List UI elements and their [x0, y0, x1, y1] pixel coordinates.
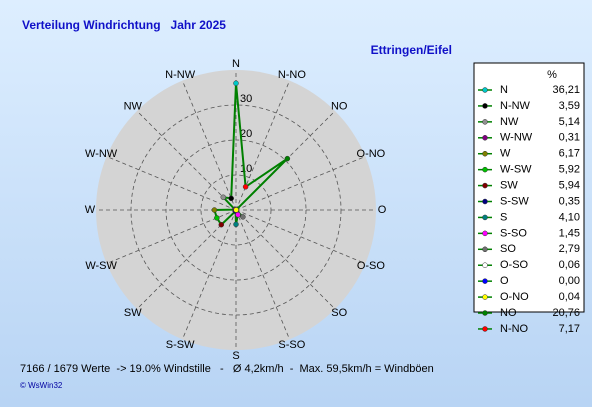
wind-point [228, 195, 234, 202]
legend-name: W-SW [500, 164, 532, 176]
legend-marker [482, 214, 488, 221]
legend-unit: % [547, 69, 557, 81]
direction-label: N-NW [165, 69, 196, 81]
wind-point [218, 221, 225, 228]
legend-value: 6,17 [559, 148, 580, 160]
chart-subtitle: Ettringen/Eifel [371, 43, 452, 57]
r-tick-label: 10 [240, 163, 252, 175]
direction-label: S-SW [166, 339, 195, 351]
credit: © WsWin32 [20, 381, 63, 390]
direction-label: W-SW [85, 260, 117, 272]
legend-name: N-NW [500, 100, 531, 112]
legend-value: 5,14 [559, 116, 580, 128]
legend-name: N-NO [500, 323, 529, 335]
direction-label: NW [124, 101, 143, 113]
direction-label: O [378, 204, 387, 216]
legend-value: 20,76 [552, 307, 580, 319]
direction-label: S [232, 350, 239, 362]
wind-point [233, 80, 239, 87]
legend-marker [482, 87, 488, 93]
legend-value: 0,00 [559, 275, 580, 287]
legend-name: O [500, 275, 509, 287]
legend-value: 2,79 [559, 243, 580, 255]
r-tick-label: 30 [240, 93, 252, 105]
legend-name: N [500, 84, 508, 96]
legend-value: 0,35 [559, 195, 580, 207]
legend-value: 7,17 [559, 323, 580, 335]
legend-name: NO [500, 307, 517, 319]
legend-marker [482, 278, 488, 284]
legend-name: SW [500, 179, 518, 191]
wind-point [220, 194, 227, 201]
legend-value: 5,94 [559, 179, 580, 191]
direction-label: O-NO [357, 148, 386, 160]
legend-value: 4,10 [559, 211, 580, 223]
legend-name: S-SW [500, 195, 529, 207]
legend-marker [482, 310, 488, 316]
legend-name: SO [500, 243, 516, 255]
legend-marker [482, 166, 488, 173]
legend-name: S [500, 211, 507, 223]
legend-marker [482, 246, 488, 253]
legend-value: 0,06 [559, 259, 580, 271]
wind-point [235, 211, 241, 218]
legend-marker [482, 326, 488, 332]
legend-marker [482, 182, 488, 189]
grid-spoke [106, 156, 237, 211]
wind-point [233, 221, 239, 228]
legend-value: 36,21 [552, 84, 580, 96]
wind-point [242, 184, 249, 190]
legend-name: W-NW [500, 132, 533, 144]
footer: 7166 / 1679 Werte -> 19.0% Windstille - … [20, 363, 434, 375]
legend-name: NW [500, 116, 519, 128]
legend-name: O-SO [500, 259, 529, 271]
legend-name: S-SO [500, 227, 527, 239]
legend-name: O-NO [500, 291, 529, 303]
direction-label: W [85, 204, 96, 216]
legend-marker [482, 135, 488, 141]
grid-spoke [235, 209, 336, 310]
direction-label: O-SO [357, 260, 386, 272]
wind-point [214, 215, 220, 221]
legend-name: W [500, 148, 511, 160]
grid-spoke [182, 209, 237, 340]
wind-point [211, 207, 218, 213]
legend-marker [482, 103, 488, 109]
legend-value: 0,04 [559, 291, 580, 303]
legend-box [473, 62, 585, 313]
grid-spoke [235, 209, 366, 264]
direction-label: SO [331, 307, 347, 319]
legend-marker [482, 262, 488, 268]
legend-marker [482, 119, 488, 125]
legend-marker [482, 150, 488, 157]
direction-label: N [232, 58, 240, 70]
direction-label: N-NO [278, 69, 307, 81]
direction-label: S-SO [278, 339, 305, 351]
grid-spoke [136, 110, 237, 211]
wind-point [284, 155, 291, 162]
chart-title: Verteilung Windrichtung Jahr 2025 [22, 18, 226, 32]
legend-value: 0,31 [559, 132, 580, 144]
grid-spoke [235, 209, 290, 340]
wind-point [240, 214, 246, 220]
grid-spoke [235, 156, 366, 211]
legend-marker [482, 198, 488, 205]
wind-point [233, 207, 239, 213]
legend-value: 3,59 [559, 100, 580, 112]
legend-value: 1,45 [559, 227, 580, 239]
grid-spoke [182, 80, 237, 211]
legend-marker [482, 294, 488, 300]
direction-label: W-NW [85, 148, 118, 160]
legend-marker [482, 230, 488, 237]
direction-label: NO [331, 101, 348, 113]
direction-label: SW [124, 307, 142, 319]
legend-value: 5,92 [559, 164, 580, 176]
r-tick-label: 20 [240, 128, 252, 140]
